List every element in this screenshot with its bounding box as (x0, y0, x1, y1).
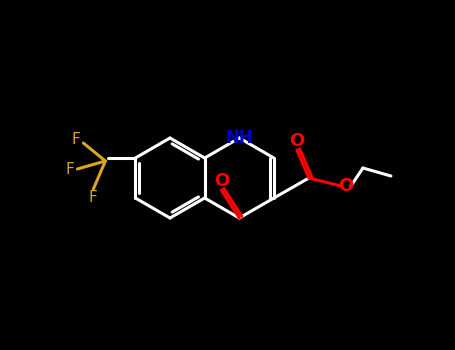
Text: O: O (339, 177, 354, 195)
Text: F: F (89, 190, 98, 205)
Text: F: F (72, 133, 81, 147)
Text: O: O (289, 132, 304, 150)
Text: NH: NH (225, 129, 253, 147)
Text: O: O (214, 172, 229, 190)
Text: F: F (66, 161, 75, 176)
